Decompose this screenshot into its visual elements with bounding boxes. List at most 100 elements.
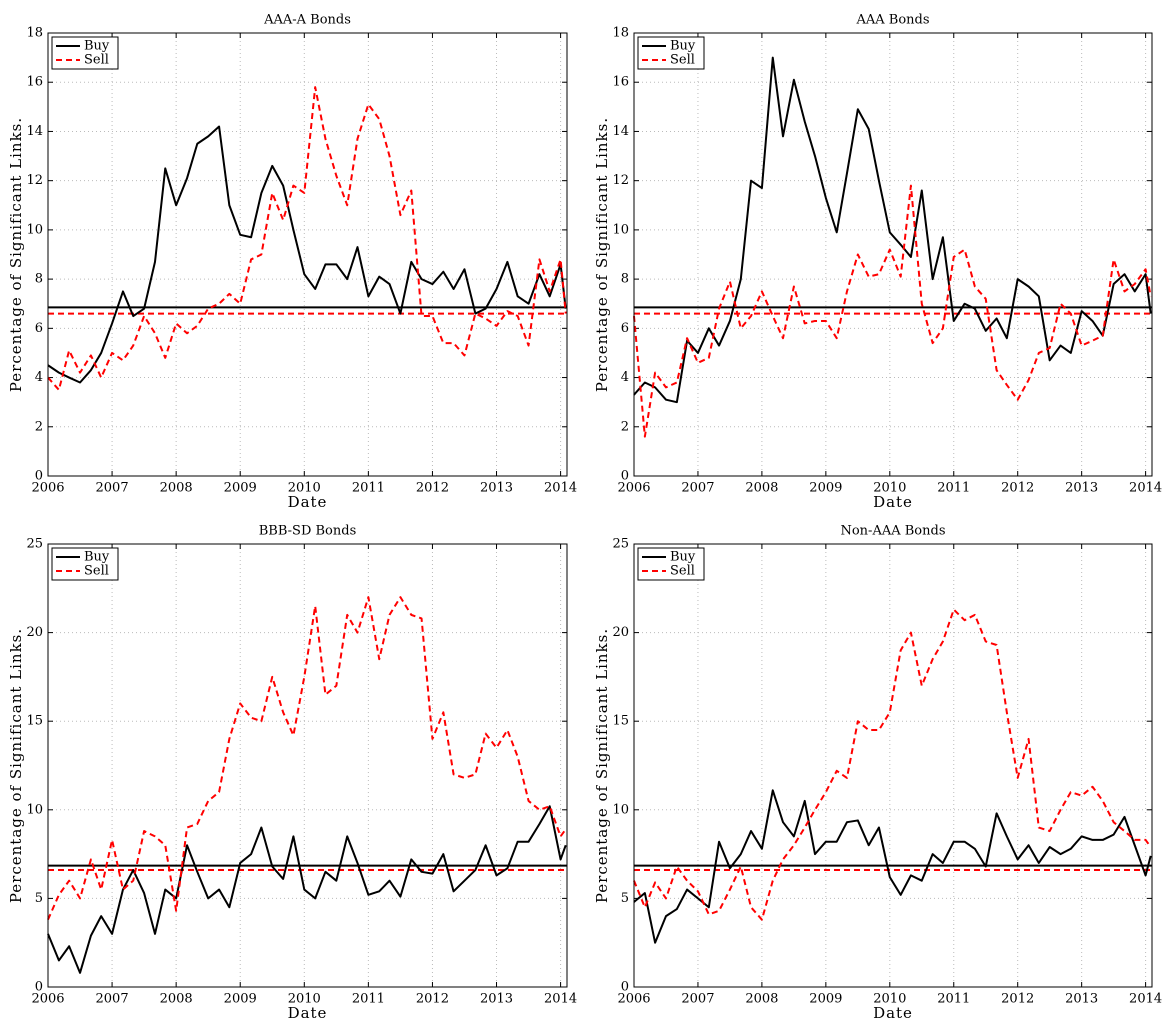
y-tick-label: 5	[35, 891, 43, 906]
x-tick-label: 2014	[544, 481, 577, 496]
x-tick-label: 2009	[224, 481, 257, 496]
data-line	[47, 805, 567, 974]
x-tick-label: 2013	[1065, 992, 1098, 1007]
legend-label: Buy	[670, 39, 696, 54]
legend-label: Sell	[670, 53, 695, 68]
y-tick-label: 12	[612, 173, 629, 188]
y-axis-label: Percentage of Significant Links.	[7, 117, 25, 392]
x-tick-label: 2007	[681, 992, 714, 1007]
legend-label: Buy	[84, 39, 110, 54]
y-tick-label: 20	[26, 625, 43, 640]
x-tick-label: 2007	[96, 481, 129, 496]
y-tick-label: 16	[26, 75, 43, 90]
y-tick-label: 4	[35, 370, 43, 385]
x-tick-label: 2013	[1065, 481, 1098, 496]
x-axis-label: Date	[873, 1004, 913, 1018]
x-tick-label: 2008	[160, 992, 193, 1007]
x-tick-label: 2011	[352, 481, 385, 496]
x-tick-label: 2009	[224, 992, 257, 1007]
subplot: 0 2 4 6 8 10 12 14 16 18 2006 2007 2008 2009 2010 2011 2…	[593, 13, 1162, 512]
y-tick-label: 10	[612, 222, 629, 237]
subplot: 0 2 4 6 8 10 12 14 16 18 2006 2007 2008 2009 2010 2011 2…	[7, 13, 577, 512]
chart-title: AAA Bonds	[855, 13, 929, 28]
y-tick-label: 2	[35, 419, 43, 434]
y-tick-label: 5	[621, 891, 629, 906]
y-axis-label: Percentage of Significant Links.	[7, 628, 25, 903]
x-tick-label: 2007	[96, 992, 129, 1007]
plot-frame	[633, 543, 1153, 988]
legend-label: Sell	[670, 564, 695, 579]
x-axis-label: Date	[288, 1004, 328, 1018]
y-tick-label: 20	[612, 625, 629, 640]
x-tick-label: 2014	[1129, 481, 1162, 496]
y-tick-label: 10	[26, 802, 43, 817]
x-tick-label: 2009	[809, 992, 842, 1007]
y-tick-label: 0	[35, 980, 43, 995]
x-tick-label: 2014	[544, 992, 577, 1007]
y-tick-label: 25	[612, 537, 629, 552]
chart-title: AAA-A Bonds	[263, 13, 351, 28]
legend-label: Sell	[84, 53, 109, 68]
x-tick-label: 2009	[809, 481, 842, 496]
legend-label: Buy	[84, 550, 110, 565]
plot-area	[634, 33, 1152, 476]
x-tick-label: 2011	[937, 992, 970, 1007]
y-tick-label: 8	[621, 272, 629, 287]
plot-frame	[47, 543, 568, 988]
x-tick-label: 2012	[416, 992, 449, 1007]
x-tick-label: 2006	[31, 992, 64, 1007]
data-line	[633, 184, 1152, 438]
y-tick-label: 8	[35, 272, 43, 287]
x-tick-label: 2006	[617, 992, 650, 1007]
data-line	[633, 56, 1152, 404]
x-tick-label: 2006	[617, 481, 650, 496]
y-tick-label: 18	[612, 26, 629, 41]
x-tick-label: 2007	[681, 481, 714, 496]
legend-box	[637, 547, 705, 581]
data-line	[633, 608, 1152, 921]
x-tick-label: 2010	[873, 481, 906, 496]
x-tick-label: 2013	[480, 481, 513, 496]
data-line	[633, 789, 1152, 944]
x-tick-label: 2012	[416, 481, 449, 496]
y-axis-label: Percentage of Significant Links.	[593, 117, 611, 392]
x-tick-label: 2010	[288, 992, 321, 1007]
legend-label: Sell	[84, 564, 109, 579]
chart-title: Non-AAA Bonds	[840, 524, 945, 539]
subplot: 0 5 10 15 20 25 2006 2007 2008 2009 2010 2011 2012 20…	[7, 524, 577, 1018]
y-tick-label: 15	[612, 714, 629, 729]
plot-area	[48, 33, 567, 476]
x-tick-label: 2011	[937, 481, 970, 496]
x-tick-label: 2010	[288, 481, 321, 496]
plot-area	[634, 544, 1152, 987]
x-tick-label: 2008	[160, 481, 193, 496]
y-tick-label: 12	[26, 173, 43, 188]
y-tick-label: 2	[621, 419, 629, 434]
x-tick-label: 2011	[352, 992, 385, 1007]
x-axis-label: Date	[288, 493, 328, 511]
x-tick-label: 2010	[873, 992, 906, 1007]
y-tick-label: 6	[35, 321, 43, 336]
y-tick-label: 14	[26, 124, 43, 139]
y-tick-label: 0	[621, 469, 629, 484]
y-tick-label: 15	[26, 714, 43, 729]
y-tick-label: 14	[612, 124, 629, 139]
x-tick-label: 2013	[480, 992, 513, 1007]
data-line	[47, 596, 567, 921]
x-tick-label: 2012	[1001, 992, 1034, 1007]
subplot: 0 5 10 15 20 25 2006 2007 2008 2009 2010 2011 2012 20…	[593, 524, 1162, 1018]
legend-box	[51, 36, 119, 70]
legend-box	[637, 36, 705, 70]
y-tick-label: 6	[621, 321, 629, 336]
x-tick-label: 2014	[1129, 992, 1162, 1007]
x-tick-label: 2008	[745, 481, 778, 496]
plot-frame	[633, 32, 1153, 477]
y-tick-label: 4	[621, 370, 629, 385]
y-tick-label: 10	[26, 222, 43, 237]
x-tick-label: 2012	[1001, 481, 1034, 496]
plot-area	[48, 544, 567, 987]
y-tick-label: 18	[26, 26, 43, 41]
plot-frame	[47, 32, 568, 477]
